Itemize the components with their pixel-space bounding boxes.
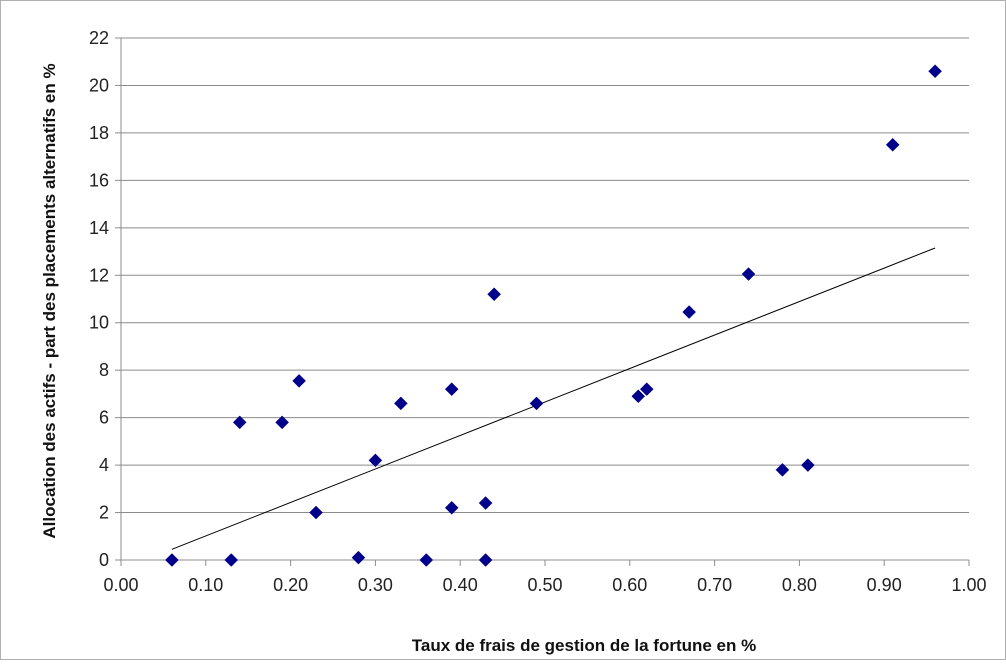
data-point: [741, 267, 756, 281]
y-tick-label: 4: [99, 455, 109, 475]
x-tick-label: 0.20: [273, 575, 308, 595]
y-tick-label: 10: [89, 313, 109, 333]
y-tick-label: 6: [99, 408, 109, 428]
x-tick-label: 0.10: [188, 575, 223, 595]
x-tick-label: 0.80: [782, 575, 817, 595]
y-tick-label: 2: [99, 503, 109, 523]
data-point: [368, 453, 383, 468]
data-point: [444, 500, 459, 515]
x-tick-label: 0.60: [612, 575, 647, 595]
data-point: [775, 462, 790, 477]
y-tick-label: 22: [89, 28, 109, 48]
y-tick-label: 18: [89, 123, 109, 143]
data-point: [444, 382, 459, 397]
data-point: [478, 553, 493, 567]
y-tick-labels: 0 2 4 6 8 10 12 14 16 18 20 22: [89, 28, 109, 570]
data-point: [224, 553, 239, 567]
x-tick-label: 1.00: [951, 575, 986, 595]
y-tick-label: 12: [89, 265, 109, 285]
y-tick-label: 8: [99, 360, 109, 380]
grid-lines: [121, 37, 969, 514]
x-tick-label: 0.70: [697, 575, 732, 595]
y-tick-label: 16: [89, 170, 109, 190]
axes: [115, 37, 970, 566]
y-tick-label: 20: [89, 75, 109, 95]
x-tick-label: 0.00: [103, 575, 138, 595]
data-point: [631, 389, 646, 404]
x-axis-title: Taux de frais de gestion de la fortune e…: [412, 636, 756, 655]
trendline-group: [171, 247, 936, 550]
data-point: [309, 505, 323, 520]
data-point: [487, 287, 501, 302]
data-point: [232, 415, 247, 430]
x-tick-label: 0.30: [358, 575, 393, 595]
data-points: [165, 64, 942, 567]
data-point: [351, 550, 366, 565]
x-tick-labels: 0.00 0.10 0.20 0.30 0.40 0.50 0.60 0.70 0.80 0.90…: [103, 575, 986, 595]
data-point: [478, 496, 493, 510]
data-point: [639, 382, 654, 397]
data-point: [885, 137, 900, 152]
x-tick-label: 0.40: [443, 575, 478, 595]
data-point: [292, 374, 306, 388]
data-point: [529, 396, 544, 411]
x-tick-label: 0.90: [867, 575, 902, 595]
data-point: [682, 305, 697, 319]
y-tick-label: 14: [89, 218, 109, 238]
data-point: [801, 458, 815, 472]
x-tick-label: 0.50: [527, 575, 562, 595]
data-point: [928, 64, 942, 79]
trendline: [171, 247, 936, 550]
data-point: [165, 553, 179, 567]
data-point: [393, 396, 408, 411]
data-point: [275, 415, 289, 430]
data-point: [419, 553, 434, 567]
y-axis-title: Allocation des actifs - part des placeme…: [40, 63, 59, 538]
y-tick-label: 0: [99, 550, 109, 570]
